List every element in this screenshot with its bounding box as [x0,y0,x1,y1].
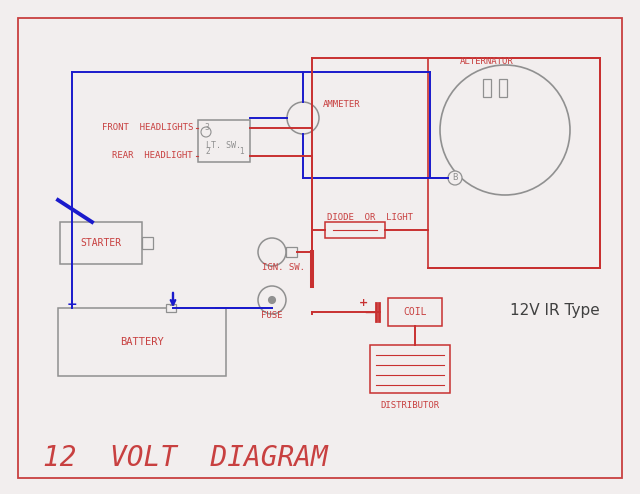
Text: B: B [452,173,458,182]
Text: 3: 3 [205,123,209,132]
Bar [60,222,142,264]
Circle shape [269,296,275,303]
Bar [483,79,491,97]
Text: DIODE  OR  LIGHT: DIODE OR LIGHT [327,212,413,221]
Text: STARTER: STARTER [81,238,122,248]
Text: +: + [360,298,369,308]
Text: BATTERY: BATTERY [120,337,164,347]
Text: COIL: COIL [403,307,427,317]
Text: FUSE: FUSE [261,312,283,321]
Text: AMMETER: AMMETER [323,100,360,110]
Text: LT. SW.: LT. SW. [207,141,241,151]
Bar [58,308,226,376]
Text: 12  VOLT  DIAGRAM: 12 VOLT DIAGRAM [43,444,328,472]
Text: 12V IR Type: 12V IR Type [510,302,600,318]
Bar [166,304,176,312]
Text: IGN. SW.: IGN. SW. [262,263,305,273]
Text: -: - [168,297,174,313]
Text: +: + [67,298,77,312]
Bar [325,222,385,238]
Bar [370,345,450,393]
Bar [388,298,442,326]
Text: 1: 1 [239,147,244,156]
Text: DISTRIBUTOR: DISTRIBUTOR [380,401,440,410]
Circle shape [448,171,462,185]
Text: REAR  HEADLIGHT: REAR HEADLIGHT [113,152,193,161]
Text: ALTERNATOR: ALTERNATOR [460,57,514,67]
Text: 2: 2 [205,147,211,156]
Bar [499,79,507,97]
Bar [286,247,297,257]
Bar [142,237,153,249]
Text: FRONT  HEADLIGHTS: FRONT HEADLIGHTS [102,124,193,132]
Bar [428,58,600,268]
Bar [198,120,250,162]
